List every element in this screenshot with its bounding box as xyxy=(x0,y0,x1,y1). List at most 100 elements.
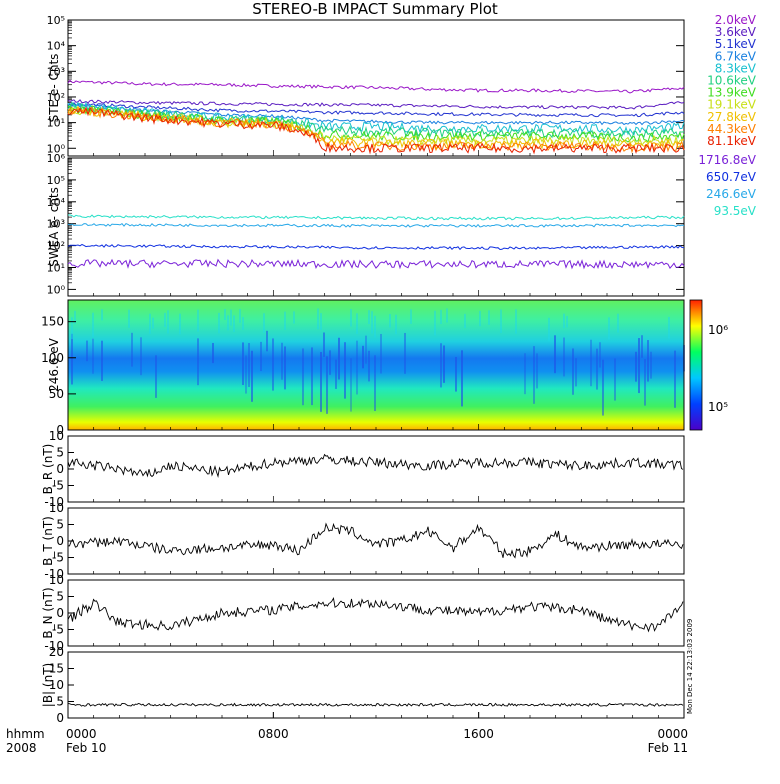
pad-stripe xyxy=(320,352,322,412)
ste-series-8.3keV xyxy=(67,100,685,136)
plot-title: STEREO-B IMPACT Summary Plot xyxy=(252,0,498,18)
pad-stripe xyxy=(74,310,76,324)
pad-stripe xyxy=(650,351,652,379)
pad-stripe xyxy=(227,315,229,331)
pad-colorbar xyxy=(689,299,703,431)
bn-panel: B_N (nT) 10 5 0 -5 -10 xyxy=(41,573,685,653)
pad-stripe xyxy=(596,348,598,390)
pad-stripe xyxy=(368,350,370,382)
xaxis-tick-time: 1600 xyxy=(463,727,494,741)
pad-stripe xyxy=(515,309,517,334)
pad-stripe xyxy=(617,313,619,333)
pad-stripe xyxy=(635,351,637,382)
pad-stripe xyxy=(86,340,88,362)
xaxis-tick-time: 0000 xyxy=(66,727,97,741)
swea-series-246.6eV xyxy=(67,222,685,228)
pad-stripe xyxy=(128,309,130,328)
pad-stripe xyxy=(245,355,247,394)
pad-stripe xyxy=(455,357,457,392)
pad-stripe xyxy=(140,337,142,376)
pad-stripe xyxy=(644,359,646,406)
swea-ytick-label: 10⁰ xyxy=(47,283,66,296)
pad-stripe xyxy=(239,308,241,323)
footer-stamp: Mon Dec 14 22:13:03 2009 xyxy=(686,619,694,714)
pad-stripe xyxy=(614,358,616,401)
ste-series-81.1keV xyxy=(67,106,685,155)
ste-series-2.0keV xyxy=(67,79,685,94)
bn-ytick-label: 10 xyxy=(49,573,64,587)
legend-246.6eV: 246.6eV xyxy=(706,187,757,201)
bmag-ytick-label: 10 xyxy=(49,678,64,692)
br-series-line xyxy=(67,453,684,478)
br-series xyxy=(67,453,684,478)
pad-stripe xyxy=(572,348,574,395)
pad-stripe xyxy=(440,343,442,388)
pad-stripe xyxy=(311,347,313,406)
pad-ytick-label: 100 xyxy=(41,351,64,365)
bmag-yticks: 20 15 10 5 0 xyxy=(49,645,74,725)
pad-stripe xyxy=(356,340,358,395)
bt-ytick-label: 5 xyxy=(56,518,64,532)
pad-stripe xyxy=(395,314,397,335)
pad-stripe xyxy=(464,313,466,329)
pad-stripe xyxy=(566,316,568,328)
pad-stripe xyxy=(410,309,412,324)
pad-stripe xyxy=(152,317,154,329)
legend-1716.8eV: 1716.8eV xyxy=(698,153,756,167)
pad-stripe xyxy=(575,358,577,387)
pad-stripe xyxy=(272,338,274,391)
swea-series-650.7eV xyxy=(67,243,685,251)
pad-stripe xyxy=(674,350,676,408)
bn-series xyxy=(67,596,684,633)
xaxis-tick-time: 0000 xyxy=(657,727,688,741)
swea-ytick-label: 10³ xyxy=(47,218,65,231)
pad-stripe xyxy=(302,348,304,406)
br-ylabel: B_R (nT) xyxy=(41,444,55,495)
bmag-frame xyxy=(67,651,685,719)
xaxis-year-label: 2008 xyxy=(6,741,37,755)
legend-8.3keV: 8.3keV xyxy=(715,61,757,75)
pad-stripe xyxy=(389,314,391,328)
pad-stripe xyxy=(554,335,556,374)
pad-stripe xyxy=(326,356,328,414)
bmag-ytick-label: 5 xyxy=(56,695,64,709)
pad-stripe xyxy=(218,312,220,334)
ste-panel: STE e- Cnts 10⁰ 10¹ 10² 10³ 10⁴ 10⁵ xyxy=(47,14,685,157)
bmag-series-line xyxy=(67,702,684,707)
pad-stripe xyxy=(212,342,214,364)
swea-ytick-label: 10⁴ xyxy=(47,196,66,209)
bt-series xyxy=(67,522,684,559)
pad-stripe xyxy=(533,346,535,404)
pad-stripe xyxy=(71,317,73,339)
ste-series xyxy=(67,79,685,155)
pad-stripe xyxy=(380,333,382,374)
bn-ytick-label: 5 xyxy=(56,590,64,604)
ste-series-13.9keV xyxy=(67,105,685,143)
legend-5.1keV: 5.1keV xyxy=(715,37,757,51)
pad-stripe xyxy=(317,308,319,330)
swea-frame xyxy=(67,157,685,297)
pad-stripe xyxy=(548,317,550,342)
ste-ytick-label: 10⁰ xyxy=(47,142,66,155)
pad-stripe xyxy=(197,309,199,332)
br-frame xyxy=(67,435,685,503)
pad-stripe xyxy=(536,353,538,389)
pad-stripe xyxy=(248,343,250,387)
pad-stripe xyxy=(602,359,604,416)
pad-stripe xyxy=(500,309,502,334)
pad-stripe xyxy=(368,310,370,325)
pad-stripe xyxy=(230,309,232,326)
pad-stripe xyxy=(350,358,352,412)
pad-stripe xyxy=(323,332,325,357)
pad-texture xyxy=(71,308,685,416)
pad-stripe xyxy=(563,313,565,329)
pad-stripe xyxy=(434,310,436,336)
pad-stripe xyxy=(266,330,268,352)
pad-stripe xyxy=(350,308,352,327)
pad-stripe xyxy=(563,337,565,377)
ste-ytick-label: 10² xyxy=(47,91,65,104)
pad-stripe xyxy=(371,311,373,334)
legend-44.3keV: 44.3keV xyxy=(707,122,757,136)
